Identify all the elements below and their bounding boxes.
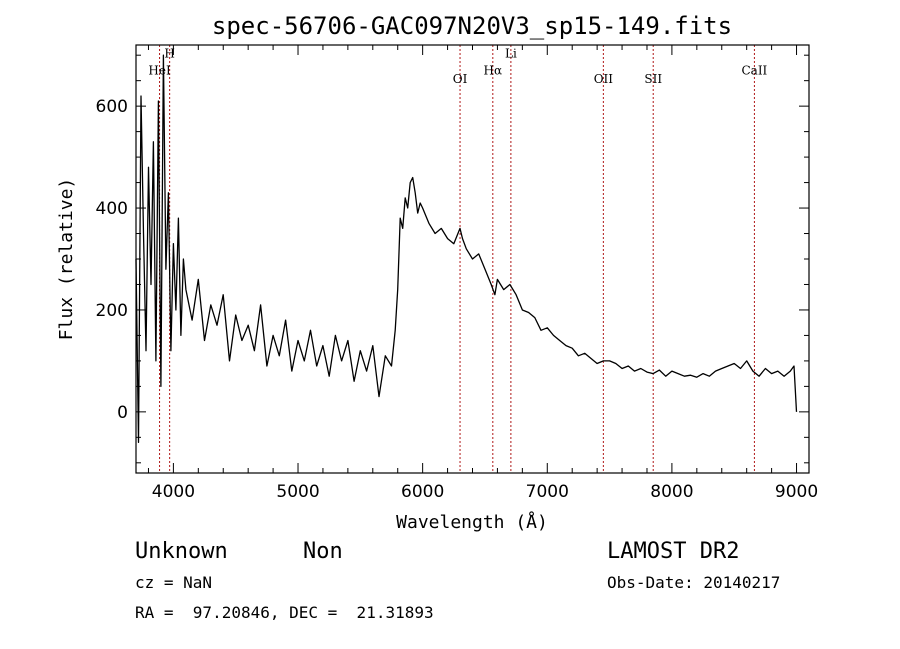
- flux-series-line: [135, 54, 798, 444]
- x-tick-labels: 4000 5000 6000 7000 8000 9000: [152, 482, 818, 502]
- chart-title: spec-56706-GAC097N20V3_sp15-149.fits: [212, 12, 732, 40]
- survey-name: LAMOST DR2: [607, 539, 740, 564]
- x-tick-label: 5000: [276, 482, 319, 502]
- y-tick-label: 200: [96, 301, 128, 321]
- x-tick-label: 8000: [650, 482, 693, 502]
- object-subclass: Non: [303, 539, 343, 564]
- spectral-line-label: Hα: [484, 64, 503, 78]
- axis-ticks: [136, 45, 809, 473]
- spectrum-plot: spec-56706-GAC097N20V3_sp15-149.fits HeI…: [56, 12, 818, 533]
- spectral-line-markers: [159, 45, 755, 473]
- redshift-value: cz = NaN: [135, 573, 213, 592]
- spectral-line-label: CaII: [741, 64, 767, 78]
- object-class: Unknown: [135, 539, 228, 564]
- spectral-line-label: SII: [644, 72, 662, 86]
- x-tick-label: 7000: [526, 482, 569, 502]
- y-tick-labels: 0 200 400 600: [96, 97, 128, 423]
- spectral-line-label: HeI: [148, 64, 171, 78]
- observation-date: Obs-Date: 20140217: [607, 573, 781, 592]
- x-tick-label: 6000: [401, 482, 444, 502]
- coordinates: RA = 97.20846, DEC = 21.31893: [135, 603, 434, 622]
- x-tick-label: 4000: [152, 482, 195, 502]
- x-tick-label: 9000: [775, 482, 818, 502]
- y-tick-label: 0: [117, 403, 128, 423]
- spectral-line-label: OII: [594, 72, 614, 86]
- spectral-line-label: OI: [453, 72, 468, 86]
- spectral-line-label: Li: [505, 47, 517, 61]
- y-axis-label: Flux (relative): [56, 178, 77, 341]
- spectral-line-label: H: [164, 47, 174, 61]
- y-tick-label: 600: [96, 97, 128, 117]
- x-axis-label: Wavelength (Å): [396, 511, 548, 533]
- y-tick-label: 400: [96, 199, 128, 219]
